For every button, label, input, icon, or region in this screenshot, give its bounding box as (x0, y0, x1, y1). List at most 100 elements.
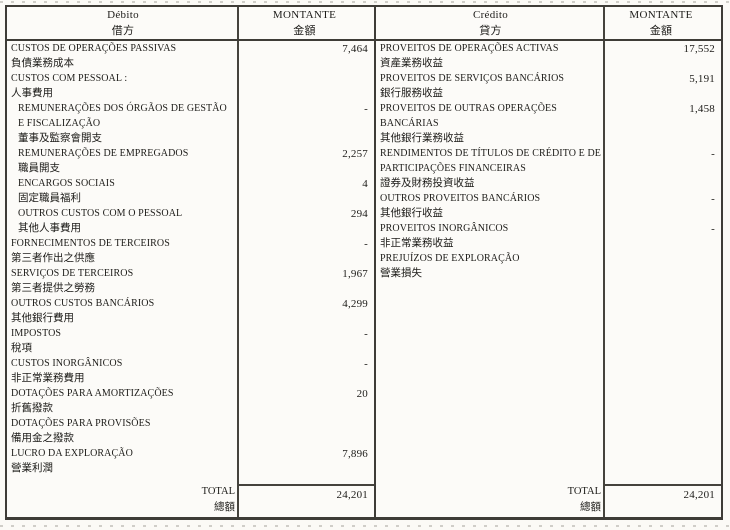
account-row: PROVEITOS DE SERVIÇOS BANCÁRIOS 銀行服務收益 5,1… (376, 71, 721, 101)
account-row: ENCARGOS SOCIAIS 固定職員福利 4 (7, 176, 374, 206)
account-row: OUTROS PROVEITOS BANCÁRIOS 其他銀行收益 - (376, 191, 721, 221)
amount-value: - (364, 328, 368, 340)
account-name-pt: PROVEITOS DE OUTRAS OPERAÇÕES BANCÁRIAS (380, 103, 557, 129)
account-row: IMPOSTOS 稅項 - (7, 326, 374, 356)
account-name-cn: 非正常業務費用 (11, 373, 85, 384)
account-name-cn: 資產業務收益 (380, 58, 443, 69)
credit-amount-label-pt: MONTANTE (629, 9, 693, 21)
account-name-pt: OUTROS PROVEITOS BANCÁRIOS (380, 193, 541, 204)
debit-total-label: TOTAL 總額 (7, 484, 239, 517)
account-row: CUSTOS INORGÂNICOS 非正常業務費用 - (7, 356, 374, 386)
account-row: PROVEITOS INORGÂNICOS 非正常業務收益 - (376, 221, 721, 251)
credit-body: PROVEITOS DE OPERAÇÕES ACTIVAS 資產業務收益 17,5… (376, 41, 721, 517)
account-name-pt: RENDIMENTOS DE TÍTULOS DE CRÉDITO E DE P… (380, 148, 602, 174)
account-row: RENDIMENTOS DE TÍTULOS DE CRÉDITO E DE P… (376, 146, 721, 191)
account-name-pt: ENCARGOS SOCIAIS (18, 178, 115, 189)
account-name-cn: 負債業務成本 (11, 58, 74, 69)
debit-spacer-row (7, 476, 374, 484)
account-name-pt: IMPOSTOS (11, 328, 62, 339)
account-name-pt: CUSTOS COM PESSOAL : (11, 73, 128, 84)
account-name-pt: REMUNERAÇÕES DE EMPREGADOS (18, 148, 189, 159)
credit-total-label-pt: TOTAL (567, 486, 601, 497)
account-row: PROVEITOS DE OPERAÇÕES ACTIVAS 資產業務收益 17,5… (376, 41, 721, 71)
credit-column-header: Crédito 貸方 (376, 7, 605, 39)
credit-total-amount: 24,201 (605, 484, 721, 517)
credit-total-label-cn: 總額 (580, 501, 601, 513)
account-row: CUSTOS COM PESSOAL : 人事費用 (7, 71, 374, 101)
account-name-cn: 非正常業務收益 (380, 238, 454, 249)
account-name-cn: 其他銀行業務收益 (380, 133, 464, 144)
amount-value: - (364, 103, 368, 115)
amount-value: 4 (362, 178, 368, 190)
account-name-pt: SERVIÇOS DE TERCEIROS (11, 268, 134, 279)
account-name-cn: 證券及財務投資收益 (380, 178, 475, 189)
account-name-cn: 固定職員福利 (18, 193, 81, 204)
debit-body: CUSTOS DE OPERAÇÕES PASSIVAS 負債業務成本 7,464 C… (7, 41, 374, 517)
account-name-pt: CUSTOS INORGÂNICOS (11, 358, 123, 369)
amount-value: - (711, 223, 715, 235)
amount-value: 294 (350, 208, 368, 220)
debit-amount-label-pt: MONTANTE (272, 9, 337, 21)
account-name-pt: PREJUÍZOS DE EXPLORAÇÃO (380, 253, 520, 264)
account-row: SERVIÇOS DE TERCEIROS 第三者提供之勞務 1,967 (7, 266, 374, 296)
account-name-pt: OUTROS CUSTOS COM O PESSOAL (18, 208, 183, 219)
account-name-cn: 其他銀行費用 (11, 313, 74, 324)
account-name-pt: REMUNERAÇÕES DOS ÓRGÃOS DE GESTÃO E FISC… (18, 103, 227, 129)
credit-total-row: TOTAL 總額 24,201 (376, 484, 721, 517)
account-name-cn: 人事費用 (11, 88, 53, 99)
credit-section: Crédito 貸方 MONTANTE 金額 PROVEITOS DE OPER… (374, 7, 721, 517)
account-row: DOTAÇÕES PARA PROVISÕES 備用金之撥款 (7, 416, 374, 446)
credit-spacer-row (376, 281, 721, 484)
amount-value: - (364, 238, 368, 250)
amount-value: - (364, 358, 368, 370)
account-row: REMUNERAÇÕES DOS ÓRGÃOS DE GESTÃO E FISC… (7, 101, 374, 146)
debit-total-label-pt: TOTAL (201, 486, 235, 497)
amount-value: - (711, 148, 715, 160)
account-name-pt: FORNECIMENTOS DE TERCEIROS (11, 238, 170, 249)
amount-value (605, 251, 721, 281)
account-name-cn: 營業損失 (380, 268, 422, 279)
debit-total-row: TOTAL 總額 24,201 (7, 484, 374, 517)
credit-title-cn: 貸方 (479, 24, 502, 37)
amount-value: 20 (356, 388, 368, 400)
amount-value (239, 416, 374, 446)
account-name-pt: LUCRO DA EXPLORAÇÃO (11, 448, 133, 459)
debit-title-cn: 借方 (111, 24, 135, 37)
account-row: OUTROS CUSTOS BANCÁRIOS 其他銀行費用 4,299 (7, 296, 374, 326)
amount-value (239, 71, 374, 101)
account-name-cn: 第三者提供之勞務 (11, 283, 95, 294)
debit-amount-label-cn: 金額 (293, 24, 316, 37)
account-name-pt: PROVEITOS INORGÂNICOS (380, 223, 509, 234)
account-name-cn: 董事及監察會開支 (18, 133, 102, 144)
account-name-cn: 銀行服務收益 (380, 88, 443, 99)
credit-title-pt: Crédito (472, 9, 509, 21)
account-name-cn: 職員開支 (18, 163, 60, 174)
credit-account-rows: PROVEITOS DE OPERAÇÕES ACTIVAS 資產業務收益 17,5… (376, 41, 721, 281)
account-name-cn: 營業利潤 (11, 463, 53, 474)
scan-artifact-top (0, 1, 730, 3)
debit-title-pt: Débito (107, 9, 139, 21)
account-name-pt: DOTAÇÕES PARA AMORTIZAÇÕES (11, 388, 174, 399)
account-row: CUSTOS DE OPERAÇÕES PASSIVAS 負債業務成本 7,464 (7, 41, 374, 71)
debit-total-amount: 24,201 (239, 484, 374, 517)
amount-value: - (711, 193, 715, 205)
account-name-cn: 備用金之撥款 (11, 433, 74, 444)
credit-header-row: Crédito 貸方 MONTANTE 金額 (376, 7, 721, 41)
amount-value: 17,552 (683, 43, 715, 55)
account-row: PROVEITOS DE OUTRAS OPERAÇÕES BANCÁRIAS 其… (376, 101, 721, 146)
account-row: LUCRO DA EXPLORAÇÃO 營業利潤 7,896 (7, 446, 374, 476)
amount-value: 1,458 (689, 103, 715, 115)
account-name-pt: PROVEITOS DE OPERAÇÕES ACTIVAS (380, 43, 559, 54)
debit-header-row: Débito 借方 MONTANTE 金額 (7, 7, 374, 41)
account-name-pt: CUSTOS DE OPERAÇÕES PASSIVAS (11, 43, 177, 54)
account-row: FORNECIMENTOS DE TERCEIROS 第三者作出之供應 - (7, 236, 374, 266)
amount-value: 4,299 (342, 298, 368, 310)
amount-value: 5,191 (689, 73, 715, 85)
debit-section: Débito 借方 MONTANTE 金額 CUSTOS DE OPERAÇÕE… (7, 7, 374, 517)
amount-value: 1,967 (342, 268, 368, 280)
account-row: REMUNERAÇÕES DE EMPREGADOS 職員開支 2,257 (7, 146, 374, 176)
account-name-cn: 折舊撥款 (11, 403, 53, 414)
account-name-pt: PROVEITOS DE SERVIÇOS BANCÁRIOS (380, 73, 565, 84)
debit-column-header: Débito 借方 (7, 7, 239, 39)
account-name-pt: OUTROS CUSTOS BANCÁRIOS (11, 298, 155, 309)
